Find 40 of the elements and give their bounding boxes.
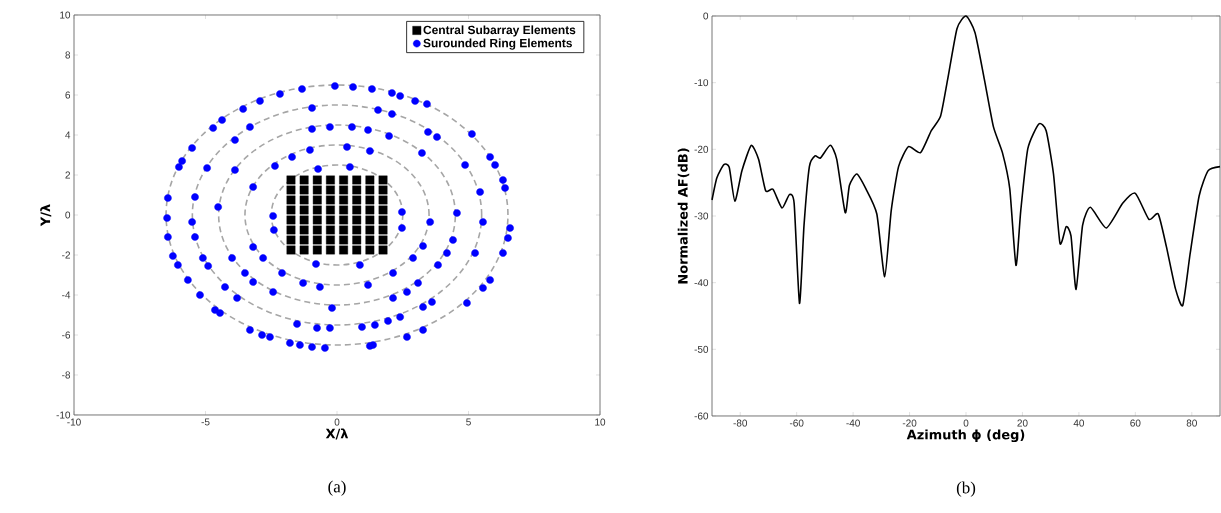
- legend-label: Surounded Ring Elements: [423, 38, 572, 50]
- x-tick-label: -20: [902, 419, 917, 427]
- x-tick-label: 40: [1073, 419, 1085, 427]
- x-tick-label: 0: [334, 418, 340, 426]
- y-tick-label: 6: [65, 91, 71, 99]
- y-tick-label: -4: [62, 291, 71, 299]
- y-tick-label: -6: [62, 331, 71, 339]
- y-tick-label: -8: [62, 371, 71, 379]
- x-tick-label: 10: [595, 418, 606, 426]
- y-tick-label: -60: [694, 412, 709, 420]
- y-tick-label: 0: [703, 12, 709, 20]
- x-tick-label: 0: [963, 419, 969, 427]
- x-tick-label: -5: [201, 418, 210, 426]
- x-tick-label: 5: [466, 418, 471, 426]
- y-tick-label: 8: [65, 51, 71, 59]
- x-tick-label: -80: [733, 419, 748, 427]
- y-tick-label: -10: [56, 411, 71, 419]
- x-axis-title: Azimuth ϕ (deg): [906, 429, 1025, 443]
- x-tick-label: 60: [1130, 419, 1141, 427]
- x-tick-label: -40: [846, 419, 860, 427]
- x-tick-label: 20: [1017, 419, 1028, 427]
- legend-label: Central Subarray Elements: [423, 25, 576, 37]
- y-tick-label: -30: [694, 212, 709, 220]
- x-tick-label: 80: [1186, 419, 1197, 427]
- y-tick-label: 4: [65, 131, 71, 139]
- y-tick-label: -10: [694, 79, 709, 87]
- y-tick-label: 10: [60, 11, 71, 19]
- y-axis-title: Y/λ: [40, 204, 52, 227]
- y-tick-label: -20: [694, 145, 709, 153]
- y-tick-label: 0: [65, 211, 71, 219]
- y-tick-label: -40: [694, 279, 709, 287]
- text: (b): [956, 481, 976, 497]
- line-series: [711, 15, 1221, 307]
- y-axis-title: Normalized AF(dB): [677, 148, 690, 284]
- y-tick-label: -2: [62, 251, 70, 259]
- x-tick-label: -60: [789, 419, 804, 427]
- x-axis-title: X/λ: [325, 428, 349, 440]
- text: (a): [328, 480, 346, 496]
- y-tick-label: -50: [694, 345, 709, 353]
- y-tick-label: 2: [65, 171, 70, 179]
